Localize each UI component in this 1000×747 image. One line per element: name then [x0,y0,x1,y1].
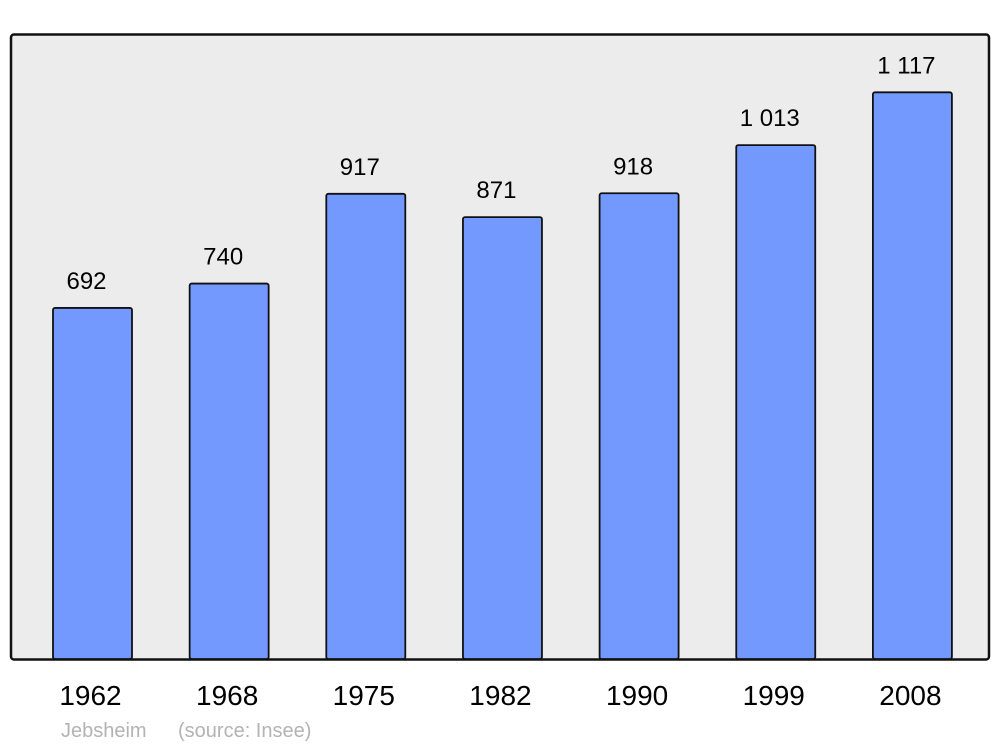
bar-1975 [325,192,407,660]
bar-1999 [735,144,817,660]
bar-2008 [872,91,953,660]
footer-place: Jebsheim [61,720,147,742]
bar-1990 [598,192,680,660]
bar-1962 [52,307,133,660]
x-tick-label-1975: 1975 [333,680,395,711]
bar-1968 [188,282,270,660]
x-tick-label-1968: 1968 [196,680,258,711]
x-tick-label-1999: 1999 [743,680,805,711]
data-label-2008: 1 117 [877,52,935,79]
data-label-1999: 1 013 [740,105,800,132]
x-tick-label-1982: 1982 [469,680,531,711]
x-tick-label-2008: 2008 [879,680,941,711]
data-label-1975: 917 [340,154,380,181]
x-tick-label-1990: 1990 [606,680,668,711]
x-tick-label-1962: 1962 [59,680,121,711]
bar-1982 [462,216,543,660]
data-label-1982: 871 [476,177,516,204]
data-label-1968: 740 [203,244,243,271]
footer-source: (source: Insee) [178,720,311,742]
data-label-1962: 692 [66,268,106,295]
data-label-1990: 918 [613,153,653,180]
